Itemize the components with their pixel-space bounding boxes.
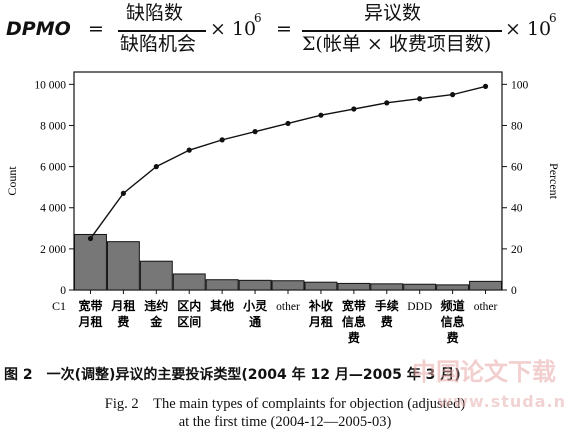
category-label: 费 (348, 330, 360, 345)
left-tick-label: 8 000 (40, 120, 66, 132)
category-label: 月租 (77, 315, 102, 329)
bar (304, 281, 338, 291)
watermark-text: 中国论文下载 (412, 358, 556, 386)
y-axis-left-label: Count (5, 166, 19, 196)
category-label: DDD (407, 301, 432, 313)
left-tick-label: 4 000 (40, 203, 66, 215)
cumulative-point (482, 83, 489, 89)
cumulative-point (417, 96, 423, 102)
formula-equals-1: = (88, 18, 104, 40)
right-tick-label: 100 (511, 79, 529, 91)
category-label: 其他 (210, 298, 234, 313)
category-label: 宽带 (77, 298, 102, 313)
cumulative-point (252, 129, 258, 135)
pareto-chart: 0 2 000 4 000 6 000 8 000 10 000 0 20 40 60 80 100 C… (5, 71, 561, 345)
formula-times-2: × 10 (505, 18, 552, 40)
category-label: 手续 (375, 298, 399, 313)
bar (106, 241, 140, 291)
formula-denominator-2: Σ(帐单 × 收费项目数) (302, 33, 492, 55)
left-tick-label: 0 (60, 285, 66, 297)
category-label: 区内 (177, 298, 201, 313)
left-tick-label: 6 000 (40, 162, 66, 174)
category-label: 区间 (177, 314, 201, 329)
bar (238, 279, 272, 291)
bar (74, 233, 107, 291)
category-label: 费 (381, 314, 393, 329)
caption-english-line1: Fig. 2 The main types of complaints for … (104, 396, 466, 412)
y-axis-right-label: Percent (547, 163, 561, 200)
formula-lhs: DPMO (6, 18, 71, 40)
formula-exponent-2: 6 (549, 11, 557, 25)
category-label: 月租 (110, 299, 135, 313)
category-label: 费 (447, 330, 459, 345)
formula-numerator-1: 缺陷数 (126, 2, 184, 24)
category-label: 小灵 (243, 298, 268, 313)
left-tick-label: 10 000 (34, 79, 66, 91)
category-label: 信息 (441, 314, 465, 329)
cumulative-point (351, 106, 357, 112)
bar (469, 280, 503, 291)
cumulative-point (153, 164, 159, 170)
bar (337, 282, 371, 291)
formula-times-1: × 10 (210, 18, 257, 40)
formula-denominator-1: 缺陷机会 (120, 33, 197, 55)
right-tick-label: 80 (511, 120, 523, 132)
bar (205, 279, 239, 291)
bar (139, 260, 173, 291)
cumulative-point (384, 100, 390, 106)
category-label: other (474, 301, 498, 313)
right-tick-label: 40 (511, 203, 523, 215)
category-label: 宽带 (341, 298, 366, 313)
cumulative-point (450, 92, 456, 98)
category-label: 违约 (144, 298, 168, 313)
fraction-bar-1 (118, 30, 206, 32)
right-tick-label: 60 (511, 162, 523, 174)
cumulative-percent-line (89, 85, 486, 239)
left-tick-label: 2 000 (40, 244, 66, 256)
bar (436, 284, 470, 291)
category-label: 费 (117, 314, 129, 329)
bar (172, 273, 206, 291)
cumulative-point (120, 190, 126, 196)
dpmo-formula: DPMO = 缺陷数 缺陷机会 × 10 6 = 异议数 Σ(帐单 × 收费项目… (0, 0, 570, 62)
category-label: 频道 (441, 298, 465, 313)
row-label: C1 (52, 299, 66, 313)
category-label: 金 (149, 314, 163, 329)
category-label: 通 (249, 314, 261, 329)
cumulative-point (87, 235, 94, 242)
category-label: 月租 (308, 315, 333, 329)
cumulative-point (285, 120, 291, 127)
category-label: 补收 (308, 298, 333, 313)
right-tick-label: 0 (511, 285, 517, 297)
fraction-bar-2 (302, 30, 502, 32)
formula-exponent-1: 6 (254, 11, 262, 25)
category-label: other (276, 301, 300, 313)
right-tick-label: 20 (511, 244, 523, 256)
bar (370, 283, 404, 291)
bar (403, 283, 437, 291)
cumulative-point (219, 137, 225, 143)
formula-numerator-2: 异议数 (364, 2, 422, 24)
cumulative-point (186, 147, 192, 153)
caption-english-line2: at the first time (2004-12—2005-03) (178, 414, 392, 430)
watermark-url: www.studa.n (437, 392, 566, 411)
cumulative-point (318, 112, 324, 118)
bar (271, 280, 305, 291)
category-label: 信息 (342, 314, 366, 329)
formula-equals-2: = (276, 18, 292, 40)
